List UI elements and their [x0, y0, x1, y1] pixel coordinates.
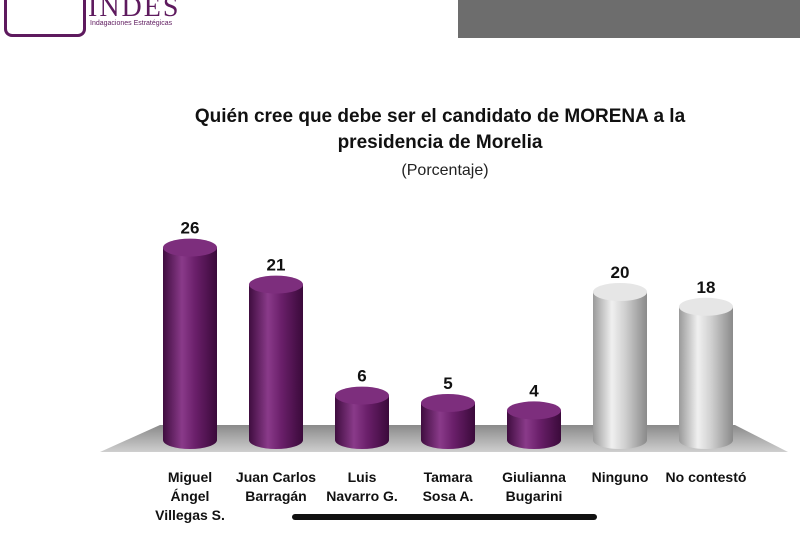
- category-label-1: Juan Carlos Barragán: [221, 468, 331, 506]
- logo-name: INDES: [88, 0, 181, 23]
- logo: INDES Indagaciones Estratégicas: [0, 0, 190, 40]
- category-label-line: Navarro G.: [326, 488, 398, 504]
- bar-0: [163, 238, 217, 449]
- category-label-line: Juan Carlos: [235, 469, 317, 485]
- category-label-line: Bugarini: [505, 488, 563, 504]
- category-label-line: Villegas S.: [155, 507, 225, 523]
- category-label-line: Luis: [347, 469, 377, 485]
- category-label-4: Giulianna Bugarini: [479, 468, 589, 506]
- bar-value-label-1: 21: [267, 256, 286, 275]
- bar-value-label-5: 20: [611, 263, 630, 282]
- header-bar: [458, 0, 800, 38]
- category-label-2: Luis Navarro G.: [307, 468, 417, 506]
- bar-5: [593, 283, 647, 449]
- bar-value-label-2: 6: [357, 367, 366, 386]
- logo-emblem-icon: [4, 0, 86, 37]
- bar-6: [679, 297, 733, 449]
- category-label-line: Ángel: [170, 488, 210, 504]
- category-label-3: Tamara Sosa A.: [393, 468, 503, 506]
- category-label-line: Miguel: [167, 469, 213, 485]
- bar-4: [507, 401, 561, 449]
- category-label-line: No contestó: [665, 469, 747, 485]
- bar-2: [335, 386, 389, 449]
- category-label-line: Ninguno: [591, 469, 649, 485]
- bar-value-label-4: 4: [529, 381, 539, 400]
- category-label-line: Tamara: [423, 469, 473, 485]
- category-label-5: Ninguno: [565, 468, 675, 487]
- bar-value-label-0: 26: [181, 219, 200, 238]
- category-label-0: Miguel Ángel Villegas S.: [135, 468, 245, 525]
- chart-title: Quién cree que debe ser el candidato de …: [194, 106, 686, 153]
- category-label-line: Sosa A.: [422, 488, 474, 504]
- bar-value-label-6: 18: [697, 278, 716, 297]
- category-label-line: Giulianna: [502, 469, 566, 485]
- bar-3: [421, 394, 475, 449]
- bar-value-label-3: 5: [443, 374, 452, 393]
- bar-1: [249, 275, 303, 449]
- chart-subtitle: (Porcentaje): [401, 162, 489, 179]
- category-label-6: No contestó: [651, 468, 761, 487]
- category-label-line: Barragán: [245, 488, 307, 504]
- logo-tagline: Indagaciones Estratégicas: [90, 20, 173, 27]
- horizontal-scrollbar[interactable]: [292, 514, 597, 520]
